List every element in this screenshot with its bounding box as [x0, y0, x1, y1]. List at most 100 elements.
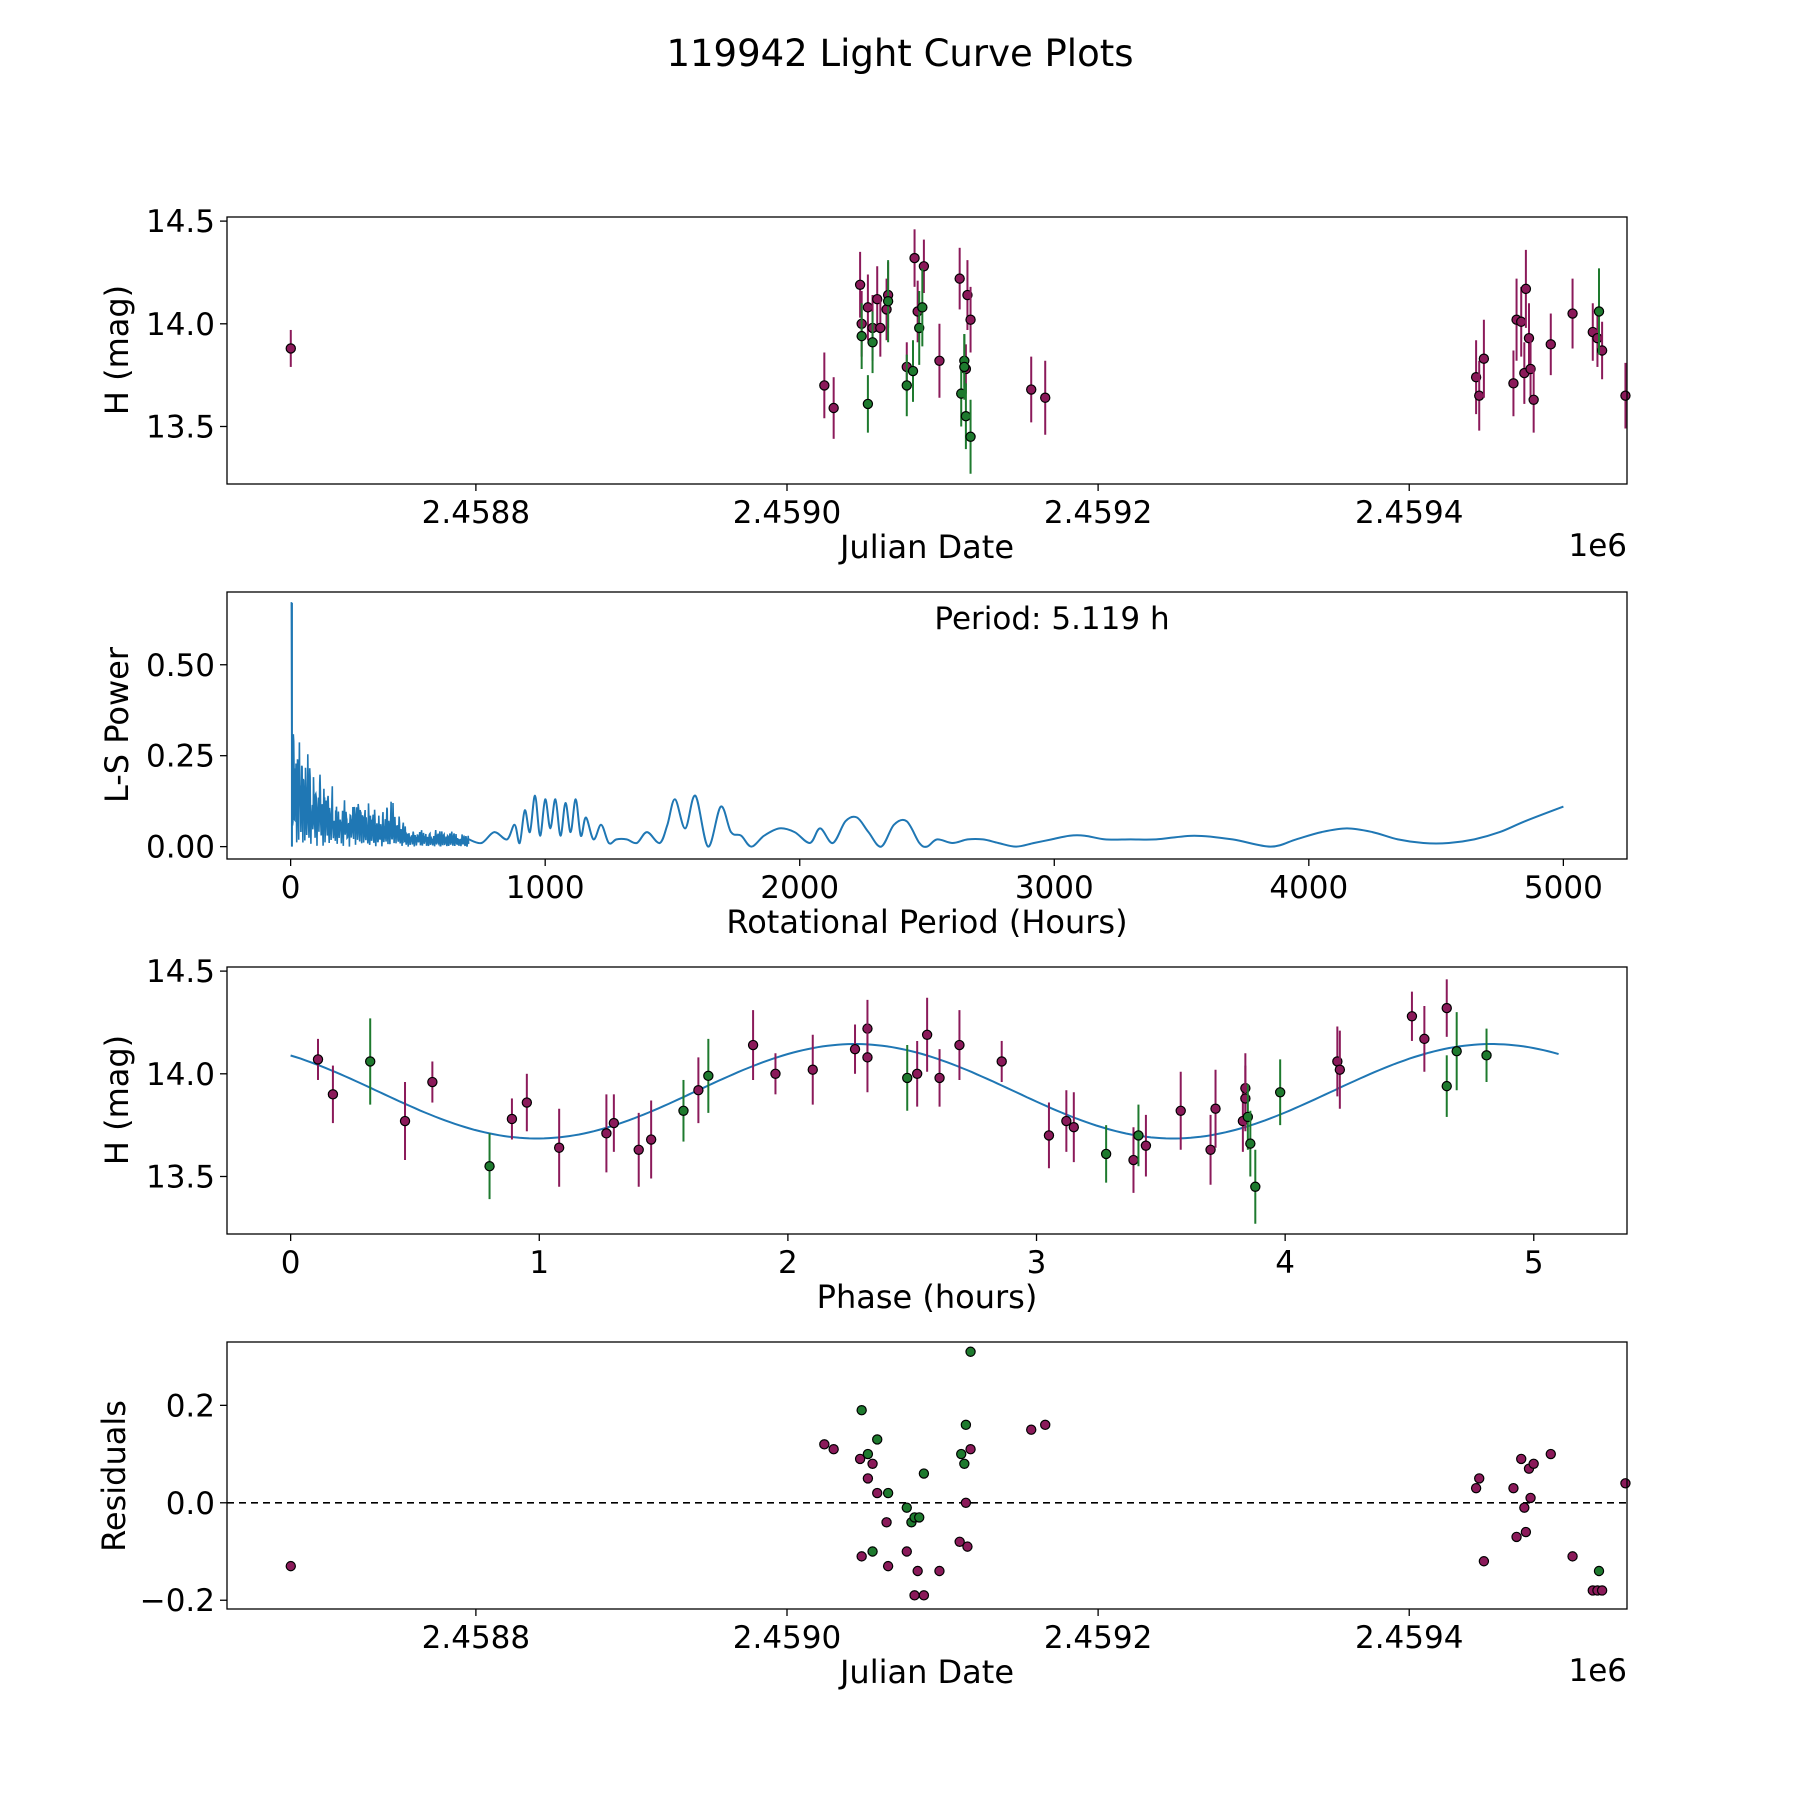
- purple-data-point: [1068, 1121, 1080, 1133]
- panel-lightcurve-frame: [226, 216, 1628, 485]
- purple-data-point: [954, 1039, 965, 1051]
- purple-data-point: [608, 1117, 620, 1129]
- purple-data-point: [909, 252, 920, 264]
- purple-data-point: [1545, 1448, 1556, 1460]
- purple-data-point: [862, 1052, 873, 1063]
- lightcurve-ylabel: H (mag): [98, 285, 136, 415]
- x-tick-label: 2.4590: [733, 495, 841, 531]
- residuals-offset-label: 1e6: [1568, 1653, 1627, 1689]
- green-data-point: [365, 1056, 376, 1067]
- purple-data-point: [901, 1546, 912, 1557]
- green-data-point: [917, 302, 928, 313]
- purple-data-point: [854, 279, 866, 290]
- periodogram-marks: [290, 602, 1564, 848]
- periodogram-ylabel: L-S Power: [98, 646, 136, 803]
- purple-data-point: [921, 1029, 933, 1040]
- purple-data-point: [849, 1043, 861, 1055]
- green-data-point: [959, 1458, 970, 1470]
- purple-data-point: [327, 1089, 339, 1100]
- lightcurve-marks: [285, 229, 1631, 474]
- x-tick-label: 2: [778, 1245, 798, 1281]
- residuals-marks: [227, 1346, 1631, 1601]
- green-data-point: [960, 1419, 972, 1431]
- purple-data-point: [1545, 339, 1556, 350]
- green-data-point: [901, 1502, 912, 1513]
- purple-data-point: [828, 1443, 839, 1455]
- purple-data-point: [521, 1097, 533, 1108]
- x-tick-label: 1000: [506, 870, 585, 906]
- purple-data-point: [965, 314, 976, 325]
- green-data-point: [918, 1468, 930, 1479]
- y-tick-label: 0.0: [166, 1486, 215, 1522]
- x-tick-label: 5000: [1524, 870, 1603, 906]
- x-tick-label: 2.4588: [422, 1620, 530, 1656]
- purple-data-point: [1511, 1531, 1522, 1543]
- purple-data-point: [1596, 1585, 1608, 1596]
- purple-data-point: [693, 1085, 704, 1096]
- purple-data-point: [819, 1439, 830, 1450]
- x-tick-label: 5: [1524, 1245, 1544, 1281]
- green-data-point: [484, 1161, 495, 1172]
- purple-data-point: [881, 1517, 892, 1528]
- green-data-point: [1133, 1130, 1144, 1141]
- purple-data-point: [1567, 1551, 1578, 1562]
- x-tick-label: 0: [281, 870, 301, 906]
- green-data-point: [1441, 1080, 1452, 1092]
- purple-data-point: [1478, 353, 1490, 364]
- panel-periodogram-frame: [226, 591, 1628, 860]
- green-data-point: [882, 1487, 894, 1499]
- green-data-point: [914, 1512, 925, 1523]
- green-data-point: [1451, 1046, 1462, 1057]
- purple-data-point: [285, 1560, 296, 1572]
- y-tick-label: 14.0: [146, 307, 215, 343]
- green-data-point: [1100, 1148, 1112, 1160]
- purple-data-point: [1508, 1482, 1519, 1494]
- purple-data-point: [960, 1497, 972, 1508]
- x-tick-label: 2.4590: [733, 1620, 841, 1656]
- y-tick-label: 0.00: [146, 830, 215, 866]
- x-tick-label: 4000: [1269, 870, 1348, 906]
- purple-data-point: [954, 1536, 965, 1547]
- purple-data-point: [1026, 1424, 1037, 1435]
- green-data-point: [1481, 1050, 1492, 1061]
- purple-data-point: [1478, 1556, 1490, 1567]
- purple-data-point: [881, 304, 892, 315]
- purple-data-point: [918, 261, 930, 272]
- green-data-point: [882, 296, 894, 307]
- purple-data-point: [312, 1054, 324, 1065]
- x-tick-label: 3000: [1015, 870, 1094, 906]
- purple-data-point: [1516, 316, 1527, 327]
- purple-data-point: [633, 1144, 644, 1155]
- purple-data-point: [856, 1551, 867, 1562]
- purple-data-point: [1620, 1478, 1631, 1489]
- panel-phased-frame: [226, 966, 1628, 1235]
- green-data-point: [862, 1448, 874, 1460]
- periodogram-xlabel: Rotational Period (Hours): [726, 903, 1127, 941]
- panel-residuals-frame: [226, 1341, 1628, 1610]
- phased-axes: 0 1 2 3 4 5 13.5 14.0 14.5: [146, 954, 1544, 1281]
- green-data-point: [965, 1346, 976, 1357]
- x-tick-label: 2.4594: [1355, 1620, 1463, 1656]
- purple-data-point: [1520, 283, 1532, 295]
- phased-xlabel: Phase (hours): [817, 1278, 1038, 1316]
- green-data-point: [965, 431, 976, 442]
- green-data-point: [872, 1434, 883, 1445]
- purple-data-point: [807, 1064, 818, 1075]
- purple-data-point: [285, 343, 296, 354]
- y-tick-label: 14.5: [146, 204, 215, 240]
- purple-data-point: [645, 1134, 657, 1145]
- y-tick-label: 0.25: [146, 739, 215, 775]
- purple-data-point: [1040, 392, 1051, 403]
- purple-data-point: [553, 1142, 565, 1153]
- purple-data-point: [854, 1453, 866, 1465]
- purple-data-point: [427, 1076, 438, 1088]
- y-tick-label: 13.5: [146, 1159, 215, 1195]
- purple-data-point: [1043, 1130, 1055, 1141]
- purple-data-point: [1508, 378, 1519, 389]
- purple-data-point: [1441, 1002, 1452, 1014]
- x-tick-label: 1: [529, 1245, 549, 1281]
- purple-data-point: [1128, 1154, 1139, 1166]
- y-tick-label: 0.2: [166, 1388, 215, 1424]
- green-data-point: [956, 1448, 967, 1460]
